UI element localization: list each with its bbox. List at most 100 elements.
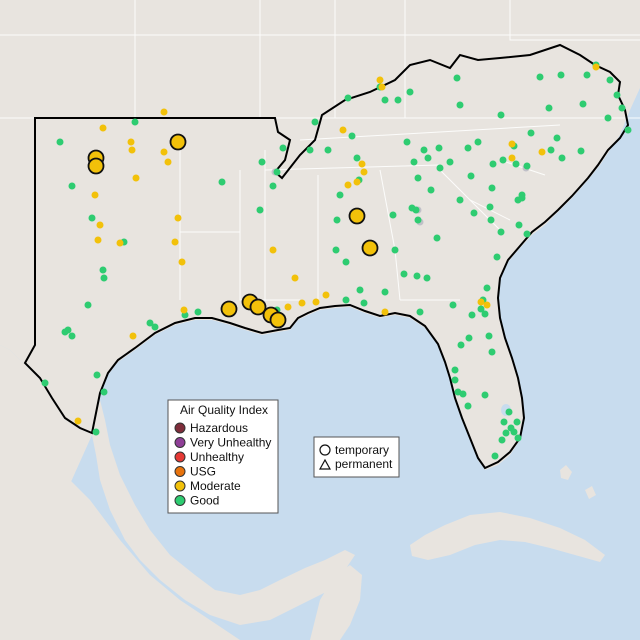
monitor-good[interactable] [436, 164, 444, 172]
monitor-moderate[interactable] [376, 76, 384, 84]
monitor-moderate[interactable] [160, 148, 168, 156]
monitor-good[interactable] [435, 144, 443, 152]
monitor-good[interactable] [427, 186, 435, 194]
monitor-good[interactable] [491, 452, 499, 460]
monitor-good[interactable] [545, 104, 553, 112]
monitor-good[interactable] [486, 203, 494, 211]
monitor-good[interactable] [457, 341, 465, 349]
monitor-moderate[interactable] [322, 291, 330, 299]
monitor-good[interactable] [412, 206, 420, 214]
monitor-moderate[interactable] [178, 258, 186, 266]
monitor-moderate[interactable] [298, 299, 306, 307]
monitor-good[interactable] [465, 334, 473, 342]
monitor-good[interactable] [510, 428, 518, 436]
monitor-good[interactable] [279, 144, 287, 152]
monitor-good[interactable] [493, 253, 501, 261]
monitor-good[interactable] [485, 332, 493, 340]
monitor-good[interactable] [449, 301, 457, 309]
monitor-good[interactable] [41, 379, 49, 387]
monitor-good[interactable] [391, 246, 399, 254]
monitor-moderate[interactable] [180, 306, 188, 314]
monitor-good[interactable] [151, 323, 159, 331]
monitor-good[interactable] [414, 216, 422, 224]
monitor-good[interactable] [467, 172, 475, 180]
monitor-good[interactable] [464, 402, 472, 410]
monitor-good[interactable] [481, 310, 489, 318]
monitor-good[interactable] [356, 286, 364, 294]
monitor-good[interactable] [497, 228, 505, 236]
monitor-good[interactable] [400, 270, 408, 278]
monitor-moderate[interactable] [508, 140, 516, 148]
monitor-good[interactable] [146, 319, 154, 327]
monitor-good[interactable] [403, 138, 411, 146]
monitor-good[interactable] [68, 182, 76, 190]
monitor-good[interactable] [56, 138, 64, 146]
monitor-moderate[interactable] [96, 221, 104, 229]
monitor-good[interactable] [389, 211, 397, 219]
monitor-good[interactable] [406, 88, 414, 96]
monitor-good[interactable] [523, 162, 531, 170]
monitor-moderate[interactable] [171, 238, 179, 246]
monitor-good[interactable] [381, 288, 389, 296]
monitor-good[interactable] [459, 390, 467, 398]
monitor-good[interactable] [333, 216, 341, 224]
monitor-good[interactable] [342, 258, 350, 266]
monitor-good[interactable] [483, 284, 491, 292]
monitor-good[interactable] [100, 274, 108, 282]
monitor-good[interactable] [579, 100, 587, 108]
monitor-good[interactable] [512, 160, 520, 168]
monitor-good[interactable] [194, 308, 202, 316]
monitor-good[interactable] [515, 221, 523, 229]
monitor-moderate[interactable] [129, 332, 137, 340]
monitor-good[interactable] [344, 94, 352, 102]
monitor-moderate[interactable] [74, 417, 82, 425]
monitor-good[interactable] [311, 118, 319, 126]
monitor-good[interactable] [553, 134, 561, 142]
monitor-moderate[interactable] [128, 146, 136, 154]
monitor-moderate-temporary[interactable] [220, 300, 238, 318]
monitor-good[interactable] [451, 366, 459, 374]
monitor-moderate-temporary[interactable] [361, 239, 379, 257]
monitor-good[interactable] [348, 132, 356, 140]
monitor-good[interactable] [84, 301, 92, 309]
monitor-moderate[interactable] [353, 178, 361, 186]
monitor-moderate[interactable] [132, 174, 140, 182]
monitor-good[interactable] [353, 154, 361, 162]
monitor-good[interactable] [68, 332, 76, 340]
monitor-moderate[interactable] [483, 301, 491, 309]
monitor-good[interactable] [446, 158, 454, 166]
monitor-moderate-temporary[interactable] [169, 133, 187, 151]
monitor-good[interactable] [547, 146, 555, 154]
monitor-good[interactable] [433, 234, 441, 242]
monitor-good[interactable] [577, 147, 585, 155]
monitor-moderate[interactable] [164, 158, 172, 166]
monitor-good[interactable] [410, 158, 418, 166]
monitor-good[interactable] [613, 91, 621, 99]
monitor-good[interactable] [500, 418, 508, 426]
monitor-good[interactable] [606, 76, 614, 84]
monitor-moderate-temporary[interactable] [87, 157, 105, 175]
monitor-good[interactable] [487, 216, 495, 224]
monitor-good[interactable] [92, 428, 100, 436]
monitor-good[interactable] [100, 388, 108, 396]
monitor-good[interactable] [360, 299, 368, 307]
monitor-moderate[interactable] [339, 126, 347, 134]
monitor-good[interactable] [527, 129, 535, 137]
monitor-good[interactable] [456, 101, 464, 109]
monitor-good[interactable] [624, 126, 632, 134]
monitor-good[interactable] [557, 71, 565, 79]
monitor-good[interactable] [558, 154, 566, 162]
monitor-good[interactable] [499, 156, 507, 164]
monitor-moderate-temporary[interactable] [249, 298, 267, 316]
monitor-moderate[interactable] [508, 154, 516, 162]
monitor-good[interactable] [451, 376, 459, 384]
monitor-good[interactable] [413, 272, 421, 280]
monitor-moderate[interactable] [312, 298, 320, 306]
monitor-good[interactable] [488, 348, 496, 356]
monitor-good[interactable] [488, 184, 496, 192]
monitor-moderate[interactable] [284, 303, 292, 311]
monitor-moderate-temporary[interactable] [269, 311, 287, 329]
monitor-good[interactable] [489, 160, 497, 168]
monitor-good[interactable] [273, 168, 281, 176]
monitor-good[interactable] [604, 114, 612, 122]
